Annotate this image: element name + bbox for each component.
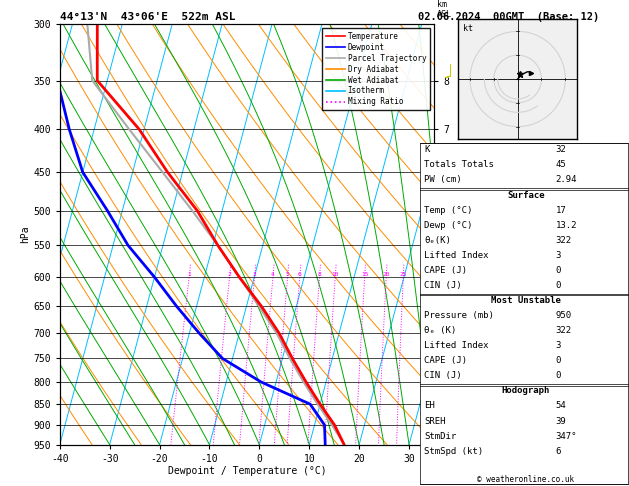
Text: 15: 15: [361, 272, 369, 277]
Text: Pressure (mb): Pressure (mb): [424, 311, 494, 320]
Text: 0: 0: [555, 356, 561, 365]
Text: 4: 4: [271, 272, 275, 277]
Text: km
ASL: km ASL: [437, 0, 452, 19]
Text: 8: 8: [318, 272, 321, 277]
Text: CIN (J): CIN (J): [424, 371, 462, 381]
Text: 2: 2: [228, 272, 231, 277]
Text: 347°: 347°: [555, 432, 577, 441]
Text: Totals Totals: Totals Totals: [424, 160, 494, 170]
Text: StmDir: StmDir: [424, 432, 456, 441]
Y-axis label: hPa: hPa: [20, 226, 30, 243]
Text: StmSpd (kt): StmSpd (kt): [424, 447, 483, 456]
Text: Dewp (°C): Dewp (°C): [424, 221, 472, 230]
Text: 0: 0: [555, 371, 561, 381]
Text: 322: 322: [555, 326, 572, 335]
Text: CIN (J): CIN (J): [424, 281, 462, 290]
X-axis label: Dewpoint / Temperature (°C): Dewpoint / Temperature (°C): [167, 467, 326, 476]
Text: 44°13'N  43°06'E  522m ASL: 44°13'N 43°06'E 522m ASL: [60, 12, 235, 22]
Text: EH: EH: [424, 401, 435, 411]
Text: 10: 10: [331, 272, 339, 277]
Text: 6: 6: [555, 447, 561, 456]
Text: 54: 54: [555, 401, 566, 411]
Text: 3: 3: [555, 251, 561, 260]
Text: Most Unstable: Most Unstable: [491, 296, 561, 305]
Text: PW (cm): PW (cm): [424, 175, 462, 185]
Text: 25: 25: [399, 272, 407, 277]
Text: Lifted Index: Lifted Index: [424, 341, 489, 350]
Text: 5: 5: [286, 272, 289, 277]
Text: 3: 3: [253, 272, 257, 277]
Text: CAPE (J): CAPE (J): [424, 266, 467, 275]
Text: 1: 1: [187, 272, 191, 277]
Text: 32: 32: [555, 145, 566, 155]
Text: Mixing Ratio (g/kg): Mixing Ratio (g/kg): [470, 195, 479, 291]
Text: 2.94: 2.94: [555, 175, 577, 185]
Text: 3: 3: [555, 341, 561, 350]
Text: θₑ (K): θₑ (K): [424, 326, 456, 335]
Text: K: K: [424, 145, 430, 155]
Text: Hodograph: Hodograph: [502, 386, 550, 396]
Text: Surface: Surface: [507, 191, 545, 200]
Text: Lifted Index: Lifted Index: [424, 251, 489, 260]
Text: 0: 0: [555, 281, 561, 290]
Text: 13.2: 13.2: [555, 221, 577, 230]
Text: 0: 0: [555, 266, 561, 275]
Text: 39: 39: [555, 417, 566, 426]
Legend: Temperature, Dewpoint, Parcel Trajectory, Dry Adiabat, Wet Adiabat, Isotherm, Mi: Temperature, Dewpoint, Parcel Trajectory…: [322, 28, 430, 110]
Text: 17: 17: [555, 206, 566, 215]
Text: 20: 20: [382, 272, 390, 277]
Text: 6: 6: [298, 272, 302, 277]
Text: θₑ(K): θₑ(K): [424, 236, 451, 245]
Text: kt: kt: [463, 24, 473, 33]
Text: CAPE (J): CAPE (J): [424, 356, 467, 365]
Text: 45: 45: [555, 160, 566, 170]
Text: © weatheronline.co.uk: © weatheronline.co.uk: [477, 475, 574, 484]
Text: SREH: SREH: [424, 417, 445, 426]
Text: 950: 950: [555, 311, 572, 320]
Text: 1LCL: 1LCL: [438, 420, 457, 430]
Text: Temp (°C): Temp (°C): [424, 206, 472, 215]
Text: 322: 322: [555, 236, 572, 245]
Text: 02.06.2024  00GMT  (Base: 12): 02.06.2024 00GMT (Base: 12): [418, 12, 599, 22]
